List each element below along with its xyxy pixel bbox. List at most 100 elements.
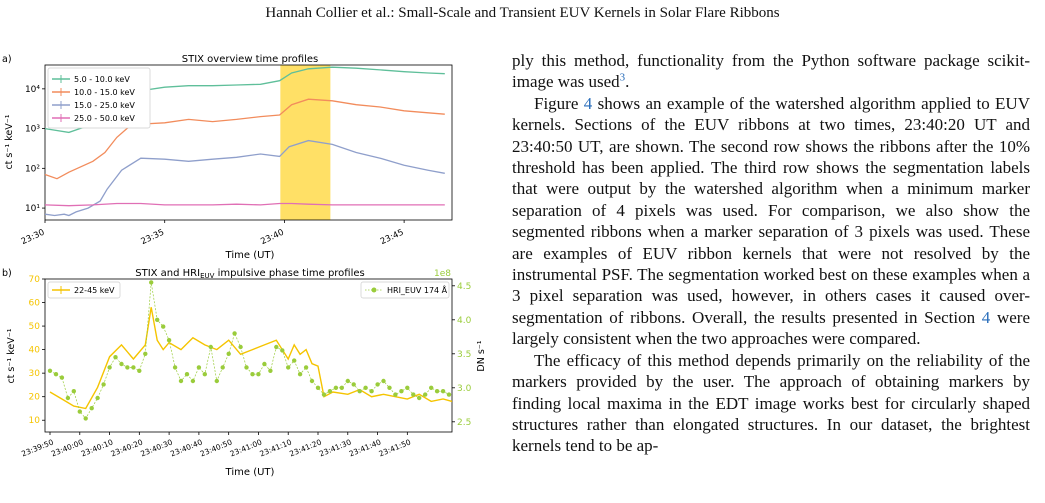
x-tick-label: 23:40:50 bbox=[199, 437, 234, 458]
hri-data-point bbox=[256, 372, 261, 377]
hri-data-point bbox=[405, 385, 410, 390]
panel-b-label: b) bbox=[2, 268, 12, 279]
y-tick-label: 10⁴ bbox=[25, 85, 40, 95]
panel-b-title-rest: impulsive phase time profiles bbox=[214, 268, 364, 279]
hri-data-point bbox=[202, 372, 207, 377]
hri-data-point bbox=[351, 382, 356, 387]
y-right-tick-label: 4.5 bbox=[457, 282, 471, 292]
legend-label-10-15: 10.0 - 15.0 keV bbox=[74, 88, 135, 97]
series-line-stix-22-45 bbox=[49, 307, 453, 410]
hri-data-point bbox=[393, 392, 398, 397]
hri-data-point bbox=[190, 378, 196, 384]
y-right-tick-label: 2.5 bbox=[457, 418, 471, 428]
hri-data-point bbox=[333, 385, 339, 390]
hri-data-point bbox=[71, 389, 77, 394]
x-tick-label: 23:40:00 bbox=[50, 437, 85, 458]
panel-b: b) STIX and HRIEUV impulsive phase time … bbox=[2, 268, 487, 478]
y-tick-label: 10³ bbox=[25, 125, 40, 135]
paragraph-2-text-b: shows an example of the watershed algori… bbox=[512, 93, 1030, 327]
hri-data-point bbox=[345, 378, 350, 384]
section-ref-link[interactable]: 4 bbox=[981, 307, 991, 327]
hri-data-point bbox=[172, 365, 178, 370]
x-tick-label: 23:30 bbox=[20, 228, 46, 247]
hri-data-point bbox=[309, 378, 315, 384]
x-tick-label: 23:41:20 bbox=[288, 437, 323, 458]
series-line-1 bbox=[44, 98, 445, 180]
hri-data-point bbox=[321, 392, 327, 397]
series-line-2 bbox=[44, 139, 445, 217]
x-tick-label: 23:39:50 bbox=[20, 437, 55, 458]
y-right-tick-label: 3.0 bbox=[457, 384, 472, 394]
x-tick-label: 23:41:10 bbox=[258, 437, 293, 458]
panel-a-x-ticks: 23:30 23:35 23:40 23:45 bbox=[20, 220, 405, 247]
y-right-tick-label: 3.5 bbox=[457, 350, 471, 360]
hri-data-point bbox=[143, 351, 148, 356]
hri-data-point bbox=[53, 372, 59, 377]
panel-a-label: a) bbox=[2, 54, 12, 65]
legend-marker-hri bbox=[371, 287, 377, 293]
footnote-marker[interactable]: 3 bbox=[619, 71, 626, 84]
hri-data-point bbox=[220, 365, 225, 370]
y-left-tick-label: 30 bbox=[29, 369, 41, 379]
hri-data-point bbox=[232, 331, 237, 336]
y-right-tick-label: 4.0 bbox=[457, 316, 472, 326]
paragraph-1: ply this method, functionality from the … bbox=[512, 51, 1030, 92]
paragraph-1-text: ply this method, functionality from the … bbox=[512, 51, 1030, 92]
body-text-column: ply this method, functionality from the … bbox=[512, 50, 1030, 457]
hri-data-point bbox=[83, 416, 88, 421]
legend-label-22-45: 22-45 keV bbox=[74, 286, 115, 295]
hri-data-point bbox=[327, 389, 333, 394]
series-line-3 bbox=[44, 202, 445, 207]
hri-data-point bbox=[226, 351, 231, 356]
x-tick-label: 23:40 bbox=[259, 228, 285, 247]
panel-b-frame bbox=[44, 278, 453, 433]
hri-data-point bbox=[387, 385, 392, 390]
y-left-tick-label: 70 bbox=[29, 275, 41, 285]
hri-data-point bbox=[101, 382, 106, 387]
y-left-tick-label: 40 bbox=[29, 346, 41, 356]
panel-b-y-left-ticks: 10 20 30 40 50 60 70 bbox=[29, 275, 45, 426]
panel-b-legend-right: HRI_EUV 174 Å bbox=[360, 281, 450, 299]
hri-data-point bbox=[244, 365, 249, 370]
hri-data-point bbox=[297, 372, 303, 377]
hri-data-point bbox=[77, 409, 83, 414]
y-tick-label: 10² bbox=[25, 164, 40, 174]
legend-box bbox=[360, 281, 450, 299]
panel-b-x-label: Time (UT) bbox=[225, 467, 275, 478]
hri-data-point bbox=[59, 375, 65, 380]
hri-data-point bbox=[119, 361, 124, 367]
hri-data-point bbox=[178, 378, 184, 384]
hri-data-point bbox=[315, 385, 321, 390]
y-tick-label: 10¹ bbox=[25, 204, 40, 214]
panel-b-y-right-ticks: 2.5 3.0 3.5 4.0 4.5 bbox=[452, 282, 472, 428]
hri-data-point bbox=[89, 406, 94, 411]
x-tick-label: 23:40:30 bbox=[139, 437, 174, 458]
hri-data-point bbox=[375, 382, 380, 387]
hri-data-point bbox=[262, 361, 267, 367]
hri-data-point bbox=[369, 389, 374, 394]
paragraph-3: The efficacy of this method depends prim… bbox=[512, 350, 1030, 456]
hri-data-point bbox=[339, 385, 344, 390]
panel-b-series bbox=[47, 280, 453, 421]
panel-a-legend: 5.0 - 10.0 keV 10.0 - 15.0 keV 15.0 - 25… bbox=[47, 67, 151, 129]
paragraph-2: Figure 4 shows an example of the watersh… bbox=[512, 93, 1030, 350]
legend-box bbox=[47, 281, 121, 299]
hri-data-point bbox=[196, 365, 202, 370]
panel-b-y-right-label: DN s⁻¹ bbox=[476, 340, 487, 371]
hri-data-point bbox=[274, 344, 279, 350]
panel-a-x-label: Time (UT) bbox=[225, 250, 275, 261]
x-tick-label: 23:40:40 bbox=[169, 437, 204, 458]
panel-a-title: STIX overview time profiles bbox=[182, 54, 319, 65]
hri-data-point bbox=[113, 355, 118, 360]
panel-a-frame bbox=[44, 64, 453, 221]
hri-data-point bbox=[303, 365, 309, 370]
hri-data-point bbox=[381, 378, 386, 384]
figure-ref-link[interactable]: 4 bbox=[583, 93, 593, 113]
panel-a: a) STIX overview time profiles 10¹ 10² 10³… bbox=[2, 54, 453, 261]
hri-data-point bbox=[434, 389, 440, 394]
panel-b-title-main: STIX and HRI bbox=[135, 268, 200, 279]
hri-data-point bbox=[446, 392, 452, 397]
legend-label-25-50: 25.0 - 50.0 keV bbox=[74, 114, 135, 123]
hri-data-point bbox=[429, 385, 434, 390]
hri-data-point bbox=[65, 395, 71, 401]
